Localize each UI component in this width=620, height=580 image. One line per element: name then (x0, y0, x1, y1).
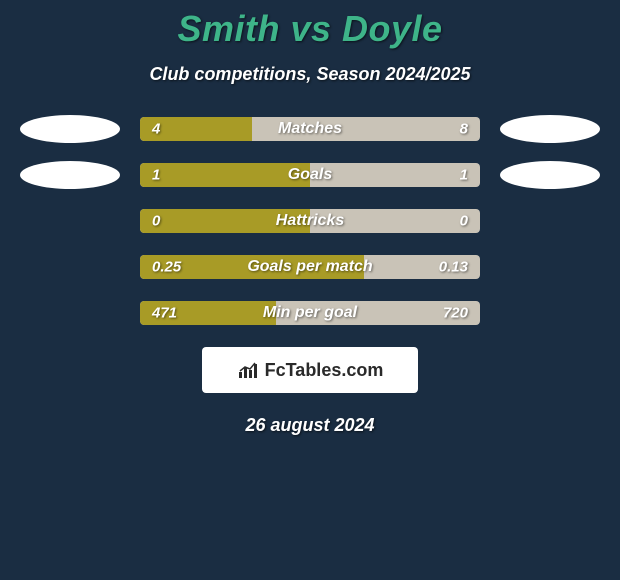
stat-right-value: 1 (460, 167, 468, 184)
avatar-spacer (500, 299, 600, 327)
player-right-avatar (500, 115, 600, 143)
stat-right-value: 0.13 (439, 259, 468, 276)
stat-right-value: 720 (443, 305, 468, 322)
brand-text: FcTables.com (265, 360, 384, 381)
player-left-avatar (20, 161, 120, 189)
stat-row-matches: 4 Matches 8 (0, 117, 620, 141)
snapshot-date: 26 august 2024 (0, 415, 620, 436)
stat-right-value: 8 (460, 121, 468, 138)
stat-label: Hattricks (276, 212, 344, 230)
avatar-spacer (20, 207, 120, 235)
stat-row-goals: 1 Goals 1 (0, 163, 620, 187)
stat-row-mpg: 471 Min per goal 720 (0, 301, 620, 325)
stat-left-value: 471 (152, 305, 177, 322)
avatar-spacer (20, 299, 120, 327)
stat-right-value: 0 (460, 213, 468, 230)
stat-bar-fill (140, 163, 310, 187)
stat-row-hattricks: 0 Hattricks 0 (0, 209, 620, 233)
bars-icon (237, 360, 263, 380)
stat-label: Goals (288, 166, 332, 184)
stat-label: Min per goal (263, 304, 357, 322)
stat-label: Matches (278, 120, 342, 138)
stat-bar: 471 Min per goal 720 (140, 301, 480, 325)
brand-badge: FcTables.com (202, 347, 418, 393)
stat-left-value: 0 (152, 213, 160, 230)
stat-bar: 0 Hattricks 0 (140, 209, 480, 233)
stat-left-value: 4 (152, 121, 160, 138)
stat-left-value: 0.25 (152, 259, 181, 276)
player-right-avatar (500, 161, 600, 189)
stat-row-gpm: 0.25 Goals per match 0.13 (0, 255, 620, 279)
avatar-spacer (500, 207, 600, 235)
comparison-title: Smith vs Doyle (0, 8, 620, 50)
stat-bar: 1 Goals 1 (140, 163, 480, 187)
avatar-spacer (20, 253, 120, 281)
stat-bar: 0.25 Goals per match 0.13 (140, 255, 480, 279)
player-left-avatar (20, 115, 120, 143)
avatar-spacer (500, 253, 600, 281)
stat-label: Goals per match (247, 258, 372, 276)
season-subtitle: Club competitions, Season 2024/2025 (0, 64, 620, 85)
stat-bar: 4 Matches 8 (140, 117, 480, 141)
stat-left-value: 1 (152, 167, 160, 184)
